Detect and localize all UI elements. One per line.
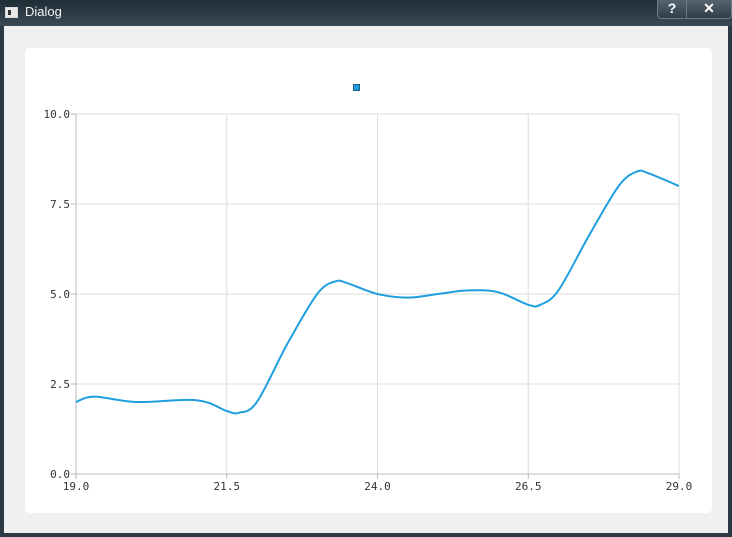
window-title: Dialog (25, 4, 62, 19)
x-tick-label: 29.0 (666, 480, 693, 493)
x-tick-label: 19.0 (63, 480, 90, 493)
y-tick-label: 0.0 (50, 468, 70, 481)
title-bar: Dialog ? ✕ (0, 0, 732, 26)
y-tick-label: 10.0 (44, 108, 71, 121)
series-line (75, 169, 680, 415)
x-tick-label: 26.5 (515, 480, 542, 493)
chart-card (25, 48, 712, 513)
y-tick-label: 2.5 (50, 378, 70, 391)
y-tick-label: 5.0 (50, 288, 70, 301)
x-tick-label: 24.0 (364, 480, 391, 493)
window-icon (5, 7, 18, 18)
legend-marker (353, 84, 360, 91)
y-tick-label: 7.5 (50, 198, 70, 211)
x-tick-label: 21.5 (214, 480, 241, 493)
